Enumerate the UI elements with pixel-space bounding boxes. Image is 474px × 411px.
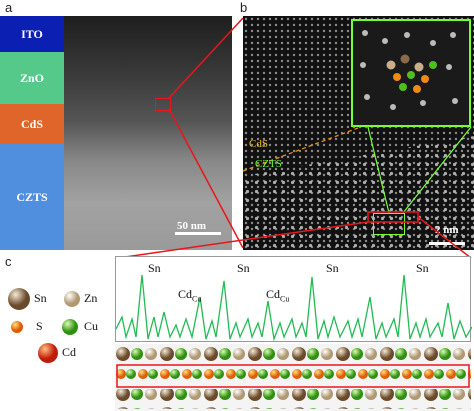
legend-label-cu: Cu	[84, 319, 99, 333]
scale-bar-b	[429, 242, 465, 245]
layer-stack: ITO ZnO CdS CZTS	[0, 16, 64, 250]
peak-label-cdcu-2: CdCu	[266, 287, 289, 303]
scale-bar-a	[175, 232, 221, 235]
panel-a-letter: a	[5, 0, 13, 15]
peak-label-cdcu-1-main: Cd	[178, 287, 193, 301]
legend-label-cd: Cd	[62, 345, 77, 359]
legend-label-sn: Sn	[34, 291, 47, 305]
cu-atom-icon	[62, 319, 78, 335]
scale-bar-a-label: 50 nm	[177, 220, 207, 232]
peak-label-sn-3: Sn	[326, 261, 339, 275]
element-legend: Sn Zn S Cu Cd	[2, 285, 112, 375]
atomic-model	[115, 344, 471, 411]
legend-label-zn: Zn	[84, 291, 98, 305]
layer-czts-label: CZTS	[16, 189, 48, 204]
sn-atom-icon	[8, 288, 30, 310]
panel-c-letter: c	[5, 254, 12, 269]
zoom-region-box	[155, 98, 171, 111]
peak-label-sn-2: Sn	[237, 261, 250, 275]
interface-label-czts: CZTS	[255, 158, 282, 170]
peak-label-cdcu-2-main: Cd	[266, 287, 281, 301]
zn-atom-icon	[64, 291, 80, 307]
peak-label-cdcu-2-sub: Cu	[280, 294, 290, 304]
profile-curve	[116, 274, 472, 342]
legend-label-s: S	[36, 319, 43, 333]
panel-b-letter: b	[240, 0, 248, 15]
layer-ito-label: ITO	[21, 26, 43, 41]
peak-label-cdcu-1-sub: Cu	[192, 294, 202, 304]
layer-zno-label: ZnO	[19, 70, 44, 85]
peak-label-cdcu-1: CdCu	[178, 287, 201, 303]
legend-symbols	[8, 288, 80, 363]
peak-label-sn-1: Sn	[148, 261, 161, 275]
cd-atom-icon	[38, 343, 58, 363]
layer-czts: CZTS	[0, 144, 64, 250]
inset-atoms	[360, 30, 458, 110]
atomic-model-rows	[115, 344, 471, 409]
layer-cds: CdS	[0, 104, 64, 144]
atomic-inset	[351, 19, 471, 127]
layer-cds-label: CdS	[20, 116, 43, 131]
layer-zno: ZnO	[0, 52, 64, 104]
layer-ito: ITO	[0, 16, 64, 52]
peak-label-sn-4: Sn	[416, 261, 429, 275]
scale-bar-b-label: 2 nm	[435, 224, 459, 236]
inset-source-box	[373, 213, 405, 235]
s-atom-icon	[11, 321, 23, 333]
tem-image-a: 50 nm	[64, 16, 232, 250]
interface-label-cds: CdS	[249, 138, 268, 150]
intensity-profile: Sn Sn Sn Sn CdCu CdCu	[115, 256, 472, 342]
